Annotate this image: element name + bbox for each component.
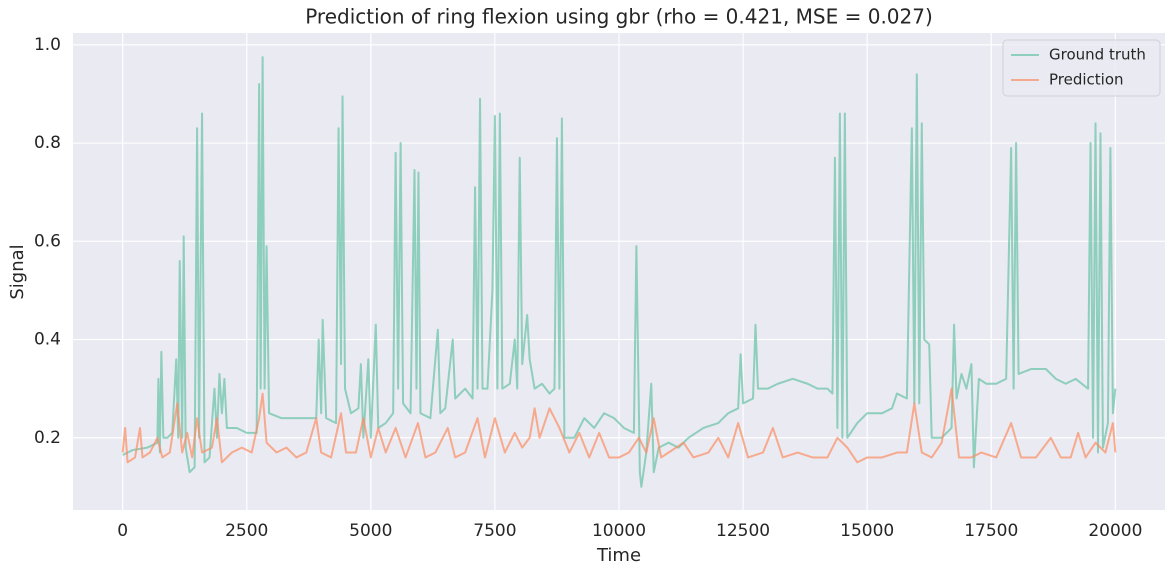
x-tick-label: 20000 <box>1088 521 1142 541</box>
legend-box <box>1002 39 1161 97</box>
x-tick-label: 5000 <box>349 521 392 541</box>
legend-label: Ground truth <box>1049 46 1146 64</box>
data-line <box>121 387 1117 464</box>
y-tick-label: 0.4 <box>34 330 61 350</box>
x-tick-label: 15000 <box>840 521 894 541</box>
x-tick-label: 17500 <box>964 521 1018 541</box>
x-axis-label: Time <box>596 545 641 566</box>
y-tick-label: 0.6 <box>34 231 61 251</box>
legend-label: Prediction <box>1049 71 1124 89</box>
x-tick-label: 12500 <box>716 521 770 541</box>
x-tick-label: 2500 <box>225 521 268 541</box>
chart-title: Prediction of ring flexion using gbr (rh… <box>305 5 933 29</box>
x-tick-label: 0 <box>117 521 128 541</box>
y-tick-label: 0.8 <box>34 133 61 153</box>
y-axis-label: Signal <box>7 244 28 299</box>
x-tick-label: 7500 <box>473 521 516 541</box>
y-tick-label: 1.0 <box>34 35 61 55</box>
y-tick-label: 0.2 <box>34 428 61 448</box>
x-tick-label: 10000 <box>592 521 646 541</box>
